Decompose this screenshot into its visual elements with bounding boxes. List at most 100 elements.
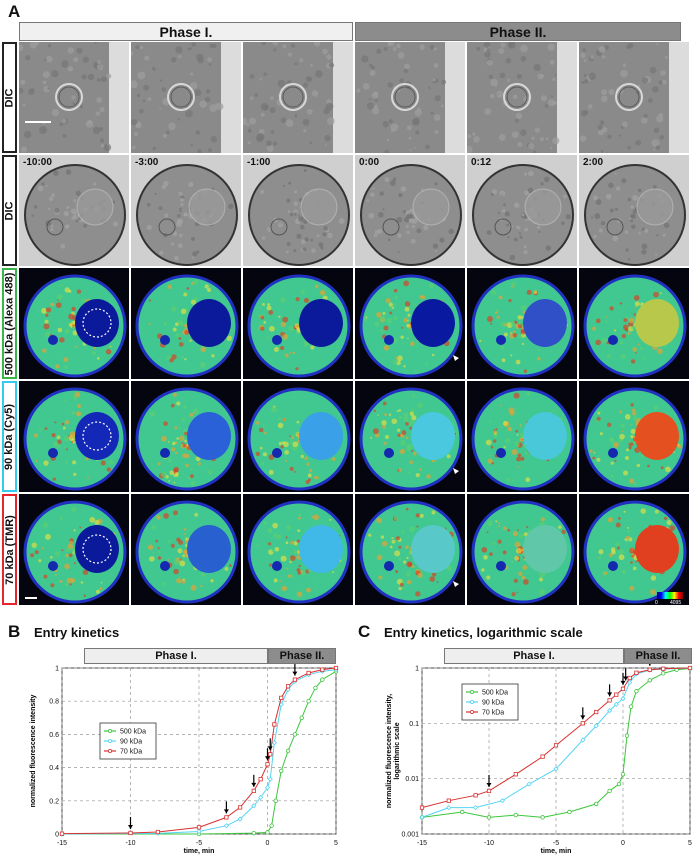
image-cell-graphic xyxy=(243,155,353,266)
image-cell xyxy=(579,381,689,492)
data-point xyxy=(607,788,612,794)
image-cell xyxy=(579,42,689,153)
image-cell-graphic xyxy=(355,42,465,153)
image-cell xyxy=(243,494,353,605)
time-label: -1:00 xyxy=(247,157,271,168)
data-point xyxy=(320,667,325,672)
data-point xyxy=(258,794,264,801)
data-point xyxy=(634,689,639,694)
data-point xyxy=(251,830,256,836)
time-label: -3:00 xyxy=(135,157,159,168)
time-label: 0:00 xyxy=(359,157,380,168)
data-point xyxy=(526,781,532,787)
event-arrow-head xyxy=(251,782,257,787)
row-label-text: DIC xyxy=(3,88,16,107)
legend-marker xyxy=(108,749,113,754)
x-axis-label: time, min xyxy=(541,848,572,855)
image-cell-graphic xyxy=(243,381,353,492)
chart-b: -15 -10 -5 0 5 0 0.2 0.4 0.6 0.8 1 time, min normali… xyxy=(0,663,345,863)
data-point xyxy=(580,721,585,726)
image-cell: -1:00 xyxy=(243,155,353,266)
data-point xyxy=(620,686,626,691)
data-point xyxy=(594,709,599,715)
time-label: -10:00 xyxy=(23,157,52,168)
data-point xyxy=(279,768,284,774)
data-point xyxy=(273,798,278,803)
image-cell-graphic xyxy=(579,494,689,605)
image-cell-graphic xyxy=(243,268,353,379)
y-axis-label: normalized fluorescence intensity,logari… xyxy=(386,694,401,808)
x-tick-label: -5 xyxy=(553,840,559,847)
data-point xyxy=(486,788,492,794)
panel-b-title: Entry kinetics xyxy=(34,625,120,640)
data-point xyxy=(292,677,298,682)
data-point xyxy=(607,708,613,714)
data-point xyxy=(196,825,202,830)
event-arrow-head xyxy=(607,692,613,697)
data-point xyxy=(196,828,202,835)
data-point xyxy=(269,823,274,828)
x-tick-label: -5 xyxy=(196,840,202,847)
event-arrow-head xyxy=(223,809,229,814)
panel-b-letter: B xyxy=(8,622,21,641)
data-point xyxy=(634,670,639,675)
event-arrow-head xyxy=(623,676,629,681)
y-tick-label: 0.6 xyxy=(49,732,59,739)
image-cell-graphic xyxy=(19,155,129,266)
data-point xyxy=(128,830,133,836)
data-point xyxy=(299,715,304,720)
colorbar xyxy=(657,592,683,599)
data-point xyxy=(313,685,318,691)
row-label: DIC xyxy=(2,42,17,153)
legend-marker xyxy=(108,729,113,734)
data-point xyxy=(614,692,619,697)
legend-label: 500 kDa xyxy=(482,690,508,697)
panel-b-phase-1: Phase I. xyxy=(84,648,268,664)
y-tick-label: 0 xyxy=(55,832,59,839)
image-cell xyxy=(355,268,465,379)
series-line xyxy=(62,670,337,835)
image-cell-graphic xyxy=(355,494,465,605)
data-point xyxy=(513,812,518,818)
data-point xyxy=(285,748,291,754)
image-cell xyxy=(243,268,353,379)
legend-label: 70 kDa xyxy=(120,749,142,756)
image-cell: 0:00 xyxy=(355,155,465,266)
data-point xyxy=(513,772,518,777)
image-cell xyxy=(243,381,353,492)
row-label-text: 500 kDa (Alexa 488) xyxy=(3,272,16,375)
image-cell-graphic xyxy=(579,268,689,379)
data-point xyxy=(265,762,270,767)
data-point xyxy=(333,665,339,671)
x-tick-label: -10 xyxy=(125,840,135,847)
data-point xyxy=(647,678,652,683)
image-cell xyxy=(355,494,465,605)
image-cell xyxy=(467,494,577,605)
event-arrow-head xyxy=(486,782,492,787)
event-arrow-head xyxy=(267,746,273,751)
chart-c-svg: -15 -10 -5 0 5 0.001 0.01 0.1 1 time, min normaliz… xyxy=(386,653,693,855)
data-point xyxy=(446,798,451,803)
x-tick-label: 5 xyxy=(334,840,338,847)
image-cell-graphic xyxy=(467,268,577,379)
x-tick-label: -10 xyxy=(484,840,494,847)
data-point xyxy=(473,793,478,798)
data-point xyxy=(647,667,652,672)
image-cell-graphic xyxy=(131,268,241,379)
x-axis-label: time, min xyxy=(184,848,215,855)
chart-b-svg: -15 -10 -5 0 5 0 0.2 0.4 0.6 0.8 1 time, min normali… xyxy=(30,663,339,855)
time-label: 0:12 xyxy=(471,157,492,168)
image-cell xyxy=(131,381,241,492)
row-label: DIC xyxy=(2,155,17,266)
panel-c-phase-2: Phase II. xyxy=(624,648,692,664)
data-point xyxy=(661,666,666,671)
data-point xyxy=(628,704,634,709)
image-cell xyxy=(19,42,129,153)
image-cell-graphic xyxy=(131,381,241,492)
row-label: 500 kDa (Alexa 488) xyxy=(2,268,17,379)
y-tick-label: 0.2 xyxy=(49,798,59,805)
data-point xyxy=(237,805,243,810)
row-label-text: 70 kDa (TMR) xyxy=(3,514,16,585)
data-point xyxy=(251,788,256,793)
time-label: 2:00 xyxy=(583,157,604,168)
